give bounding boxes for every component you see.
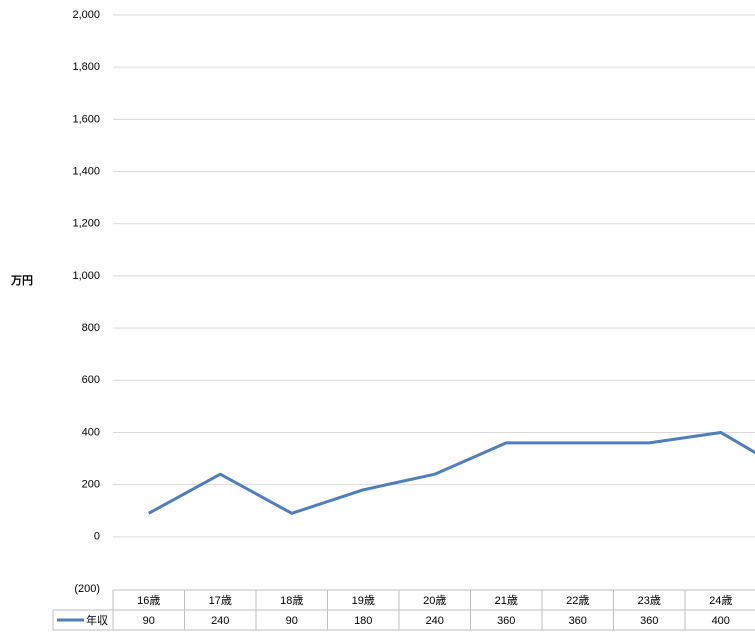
y-tick-label: 200 xyxy=(82,479,100,491)
table-value: 240 xyxy=(211,615,229,627)
y-tick-label: 1,600 xyxy=(72,113,100,125)
y-tick-label: 1,400 xyxy=(72,165,100,177)
y-tick-label: (200) xyxy=(74,583,100,595)
x-tick-label: 24歳 xyxy=(709,594,732,607)
x-tick-label: 19歳 xyxy=(352,594,375,607)
table-value: 180 xyxy=(354,615,372,627)
data-line xyxy=(148,430,755,515)
y-tick-label: 600 xyxy=(82,374,100,386)
y-tick-label: 1,800 xyxy=(72,61,100,73)
x-tick-label: 23歳 xyxy=(638,594,661,607)
table-value: 360 xyxy=(497,615,515,627)
y-tick-label: 0 xyxy=(94,531,100,543)
table-value: 90 xyxy=(286,615,298,627)
table-cell xyxy=(684,609,755,631)
x-tick-label: 20歳 xyxy=(423,594,446,607)
y-tick-label: 1,000 xyxy=(72,270,100,282)
x-tick-label: 18歳 xyxy=(280,594,303,607)
y-tick-label: 1,200 xyxy=(72,218,100,230)
y-axis-label: 万円 xyxy=(10,274,33,287)
x-tick-label: 21歳 xyxy=(495,594,518,607)
x-tick-label: 22歳 xyxy=(566,594,589,607)
y-tick-label: 400 xyxy=(82,426,100,438)
table-value: 360 xyxy=(640,615,658,627)
x-tick-label: 17歳 xyxy=(209,594,232,607)
legend-label: 年収 xyxy=(86,613,108,627)
table-value: 240 xyxy=(426,615,444,627)
y-tick-label: 2,000 xyxy=(72,9,100,21)
x-tick-label: 16歳 xyxy=(137,594,160,607)
table-value: 90 xyxy=(143,615,155,627)
table-cell xyxy=(52,609,114,631)
table-value: 400 xyxy=(712,615,730,627)
y-tick-label: 800 xyxy=(82,322,100,334)
table-value: 360 xyxy=(569,615,587,627)
